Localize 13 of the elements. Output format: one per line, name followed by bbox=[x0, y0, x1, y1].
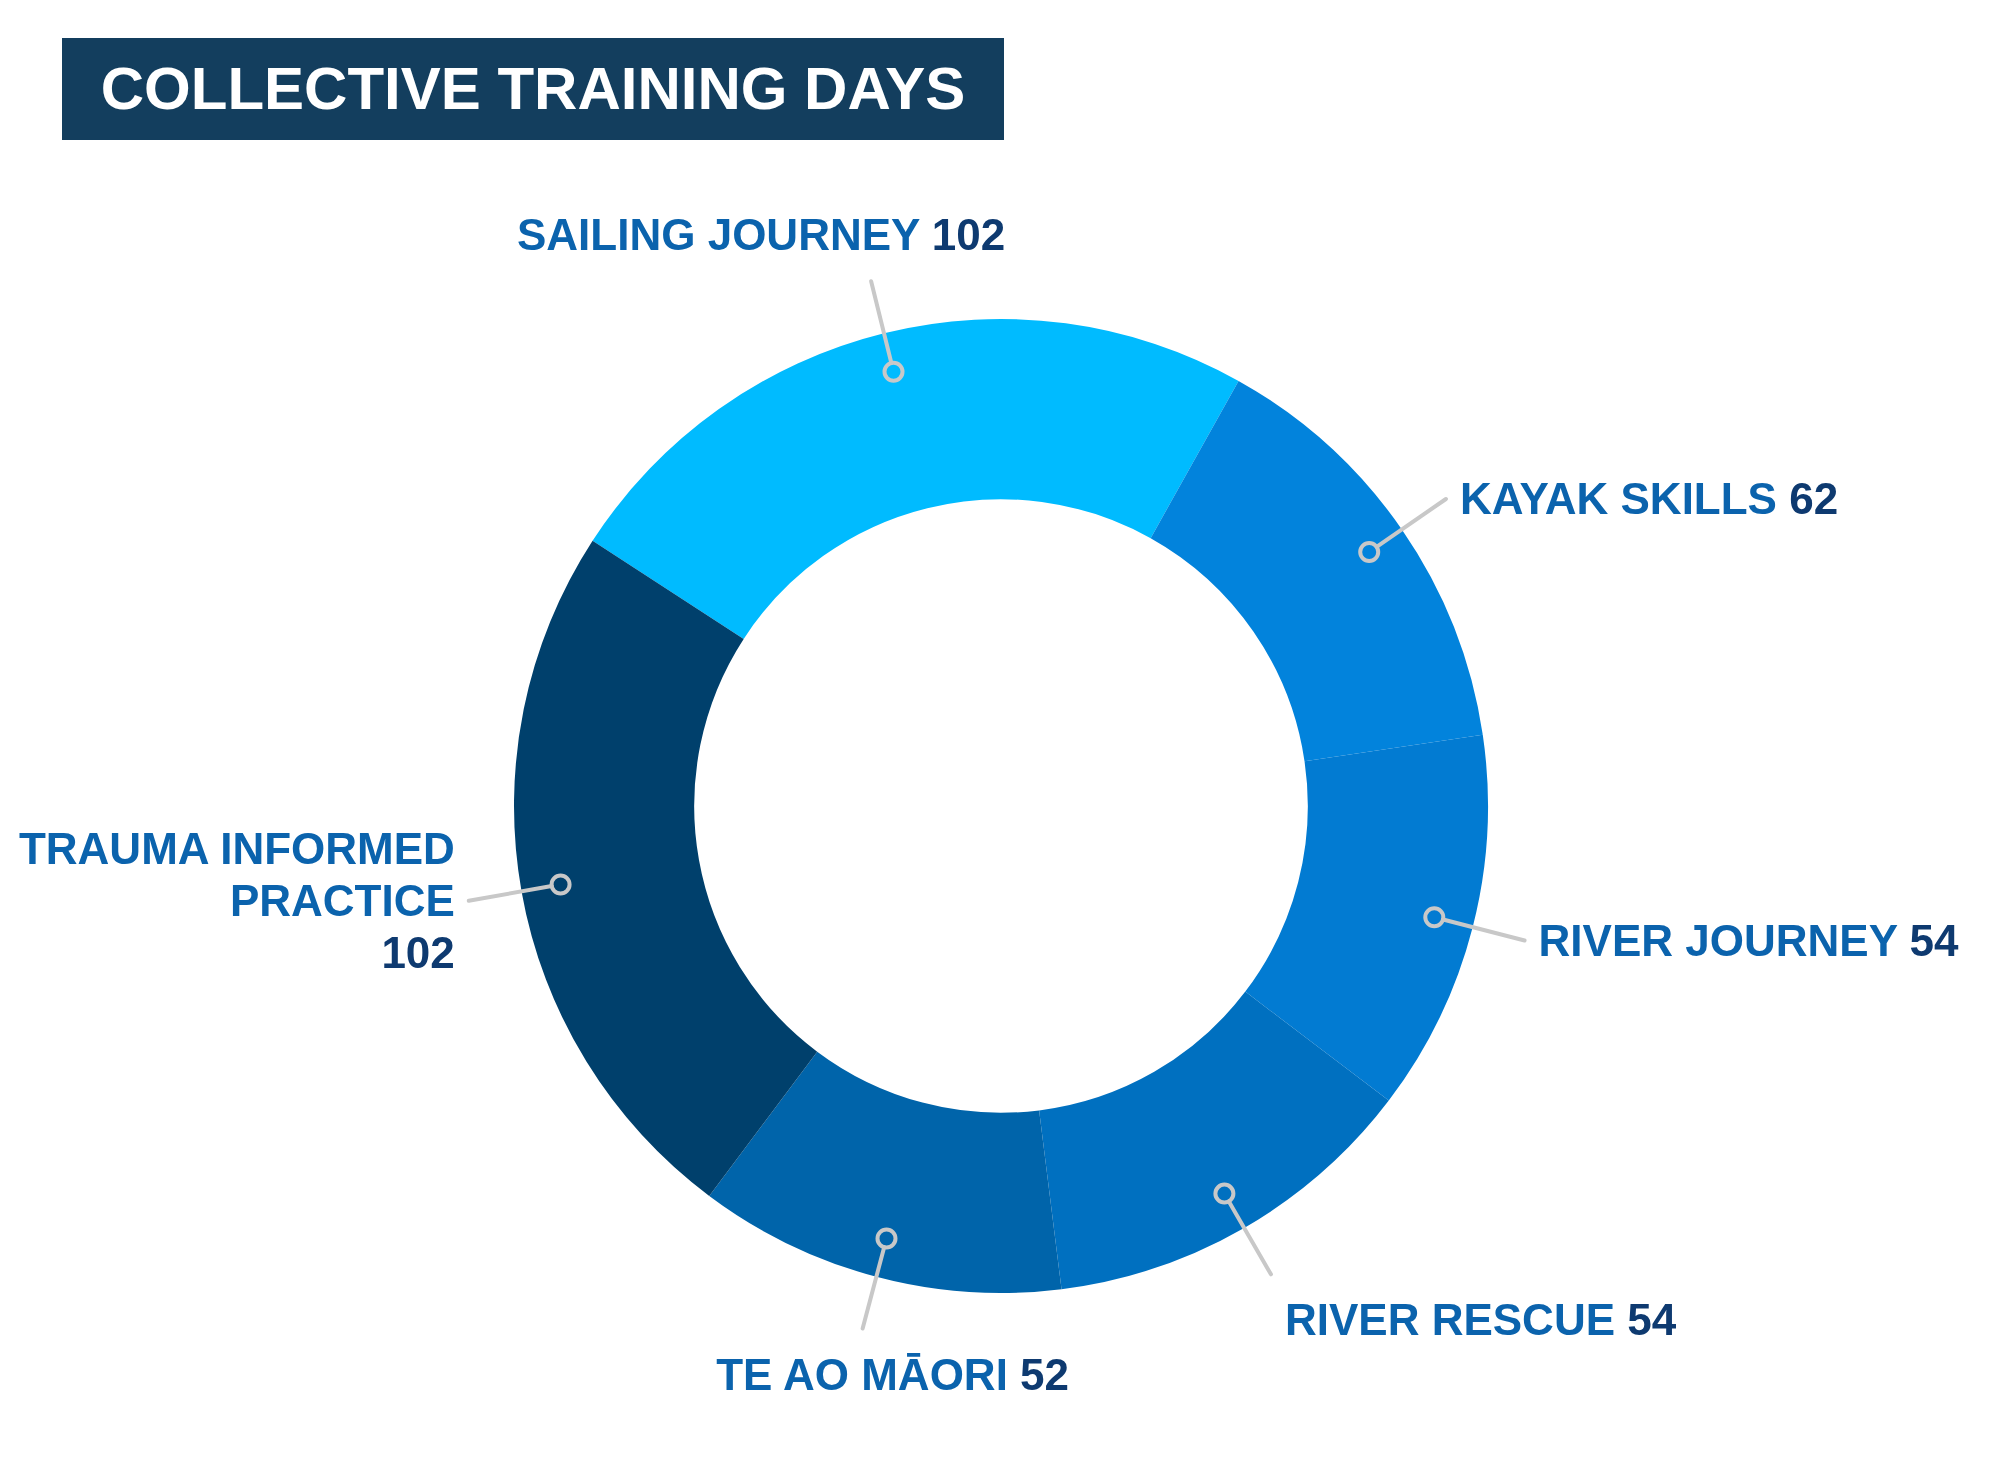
data-label: 54 bbox=[1909, 915, 1959, 965]
chart-title: COLLECTIVE TRAINING DAYS bbox=[62, 38, 1004, 140]
slice-label: RIVER JOURNEY bbox=[1538, 915, 1898, 965]
data-label: 52 bbox=[1020, 1349, 1070, 1399]
slice-label: TRAUMA INFORMED PRACTICE bbox=[18, 823, 455, 925]
data-label: 102 bbox=[931, 210, 1006, 260]
data-label: 62 bbox=[1789, 473, 1839, 523]
data-label: 54 bbox=[1627, 1295, 1677, 1345]
slice-label: RIVER RESCUE bbox=[1284, 1295, 1616, 1345]
slice-label: TE AO MĀORI bbox=[716, 1349, 1008, 1399]
slice-label: SAILING JOURNEY bbox=[516, 210, 920, 260]
data-label: 102 bbox=[380, 926, 455, 979]
slice-label: KAYAK SKILLS bbox=[1459, 473, 1777, 523]
